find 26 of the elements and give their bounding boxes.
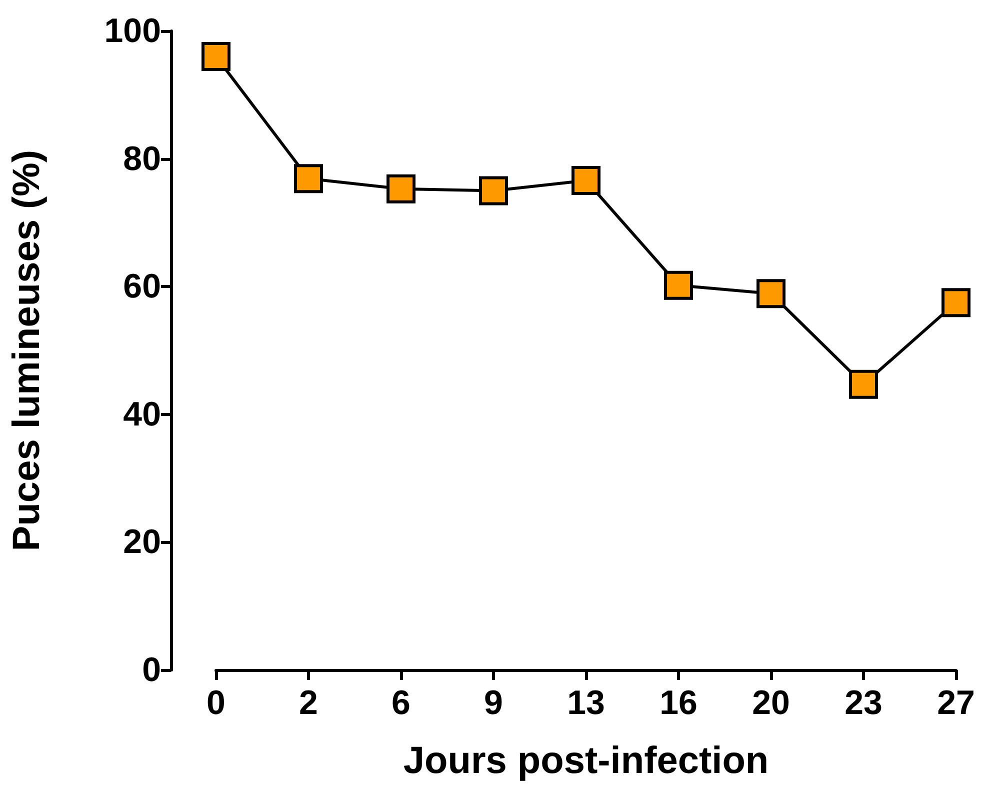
y-tick-label: 60 [123,268,161,306]
x-tick-label: 2 [299,684,318,722]
y-axis-title: Puces lumineuses (%) [6,150,48,552]
x-tick-label: 9 [484,684,503,722]
x-tick-label: 16 [660,684,698,722]
point [386,174,416,204]
x-tick-label: 20 [752,684,790,722]
x-axis-title: Jours post-infection [403,740,769,782]
point [756,279,786,308]
point [572,166,600,196]
point [294,164,323,194]
y-tick-label: 0 [142,651,161,689]
x-tick-label: 23 [844,684,882,722]
y-tick-label: 80 [123,140,161,178]
point [202,42,230,72]
x-tick-label: 6 [392,684,410,722]
y-tick-label: 40 [123,395,161,434]
x-tick-label: 27 [937,684,975,722]
point [479,176,508,206]
point [942,288,970,318]
x-tick-label: 13 [567,684,605,722]
y-tick-label: 20 [123,523,161,562]
y-tick-label: 100 [104,12,161,50]
point [664,270,693,300]
x-tick-label: 0 [206,684,226,722]
point [849,370,878,399]
